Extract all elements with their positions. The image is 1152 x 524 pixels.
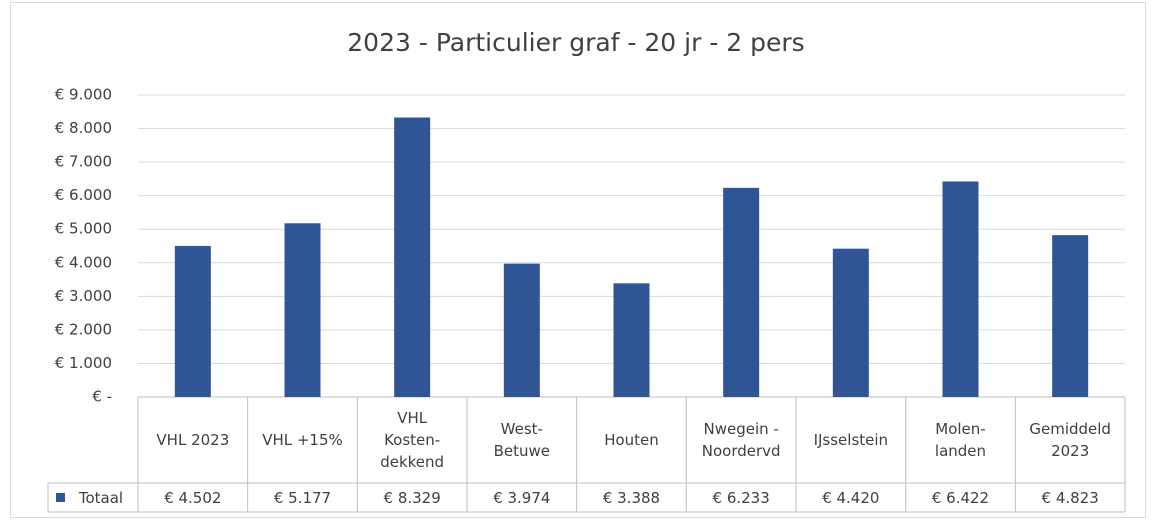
chart-title: 2023 - Particulier graf - 20 jr - 2 pers (347, 28, 805, 57)
legend-marker (56, 493, 65, 502)
bar (613, 283, 650, 397)
data-table-value: € 6.422 (931, 488, 990, 507)
chart-border (10, 2, 1146, 518)
data-table-value: € 6.233 (712, 488, 770, 507)
data-table-value: € 5.177 (273, 488, 332, 507)
data-table-value: € 4.823 (1041, 488, 1099, 507)
y-tick-label: € 9.000 (55, 86, 112, 104)
x-tick-label: West- Betuwe (493, 420, 551, 460)
x-tick-label: VHL Kosten- dekkend (380, 409, 445, 471)
bar (942, 181, 979, 397)
data-table-value: € 8.329 (383, 488, 441, 507)
x-tick-label: VHL +15% (262, 431, 343, 449)
bar (832, 248, 869, 397)
data-table-value: € 3.974 (493, 488, 551, 507)
x-tick-label: Nwegein - Noordervd (701, 420, 781, 460)
bar (723, 187, 760, 397)
data-table-value: € 3.388 (602, 488, 661, 507)
y-tick-label: € - (92, 388, 112, 406)
bar (394, 117, 431, 397)
bar (503, 263, 540, 397)
y-tick-label: € 6.000 (55, 186, 112, 204)
data-table-value: € 4.420 (822, 488, 880, 507)
y-tick-label: € 3.000 (55, 287, 112, 305)
x-tick-label: Houten (604, 431, 659, 449)
legend-label: Totaal (78, 488, 124, 507)
y-tick-label: € 1.000 (55, 354, 112, 372)
bar (174, 245, 211, 397)
x-tick-label: Gemiddeld 2023 (1029, 420, 1111, 460)
x-tick-label: Molen- landen (934, 420, 987, 460)
bar (1052, 235, 1089, 397)
y-tick-label: € 5.000 (55, 220, 112, 238)
data-table-value: € 4.502 (164, 488, 222, 507)
x-tick-label: VHL 2023 (156, 431, 230, 449)
y-tick-label: € 7.000 (55, 153, 112, 171)
y-tick-label: € 4.000 (55, 253, 112, 271)
bar (284, 223, 321, 397)
x-tick-label: IJsselstein (813, 431, 889, 449)
y-tick-label: € 2.000 (55, 320, 112, 338)
y-tick-label: € 8.000 (55, 119, 112, 137)
